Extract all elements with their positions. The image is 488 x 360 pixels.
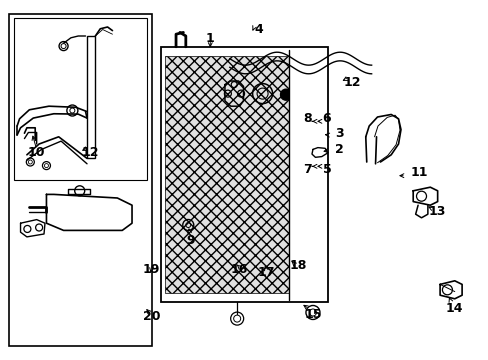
Bar: [165, 56, 288, 293]
Text: 12: 12: [81, 146, 99, 159]
Circle shape: [280, 89, 291, 100]
Text: 10: 10: [28, 146, 45, 159]
Text: 17: 17: [257, 266, 275, 279]
Text: 6: 6: [322, 112, 331, 125]
Text: 2: 2: [334, 143, 343, 156]
Text: 11: 11: [410, 166, 427, 179]
Text: 19: 19: [142, 263, 160, 276]
Text: 7: 7: [303, 163, 311, 176]
Text: 4: 4: [254, 23, 263, 36]
Text: 13: 13: [428, 205, 446, 218]
Text: 14: 14: [445, 302, 463, 315]
Text: 18: 18: [289, 259, 306, 272]
Text: 15: 15: [304, 308, 321, 321]
Bar: [9, 14, 151, 346]
Text: 8: 8: [303, 112, 311, 125]
Text: 20: 20: [142, 310, 160, 323]
Bar: [14, 18, 146, 180]
Bar: [87, 36, 95, 158]
Bar: [289, 50, 323, 300]
Text: 16: 16: [230, 263, 248, 276]
Text: 12: 12: [343, 76, 360, 89]
Text: 5: 5: [322, 163, 331, 176]
Text: 3: 3: [334, 127, 343, 140]
Text: 1: 1: [205, 32, 214, 45]
Text: 9: 9: [186, 234, 195, 247]
Bar: [161, 47, 327, 302]
